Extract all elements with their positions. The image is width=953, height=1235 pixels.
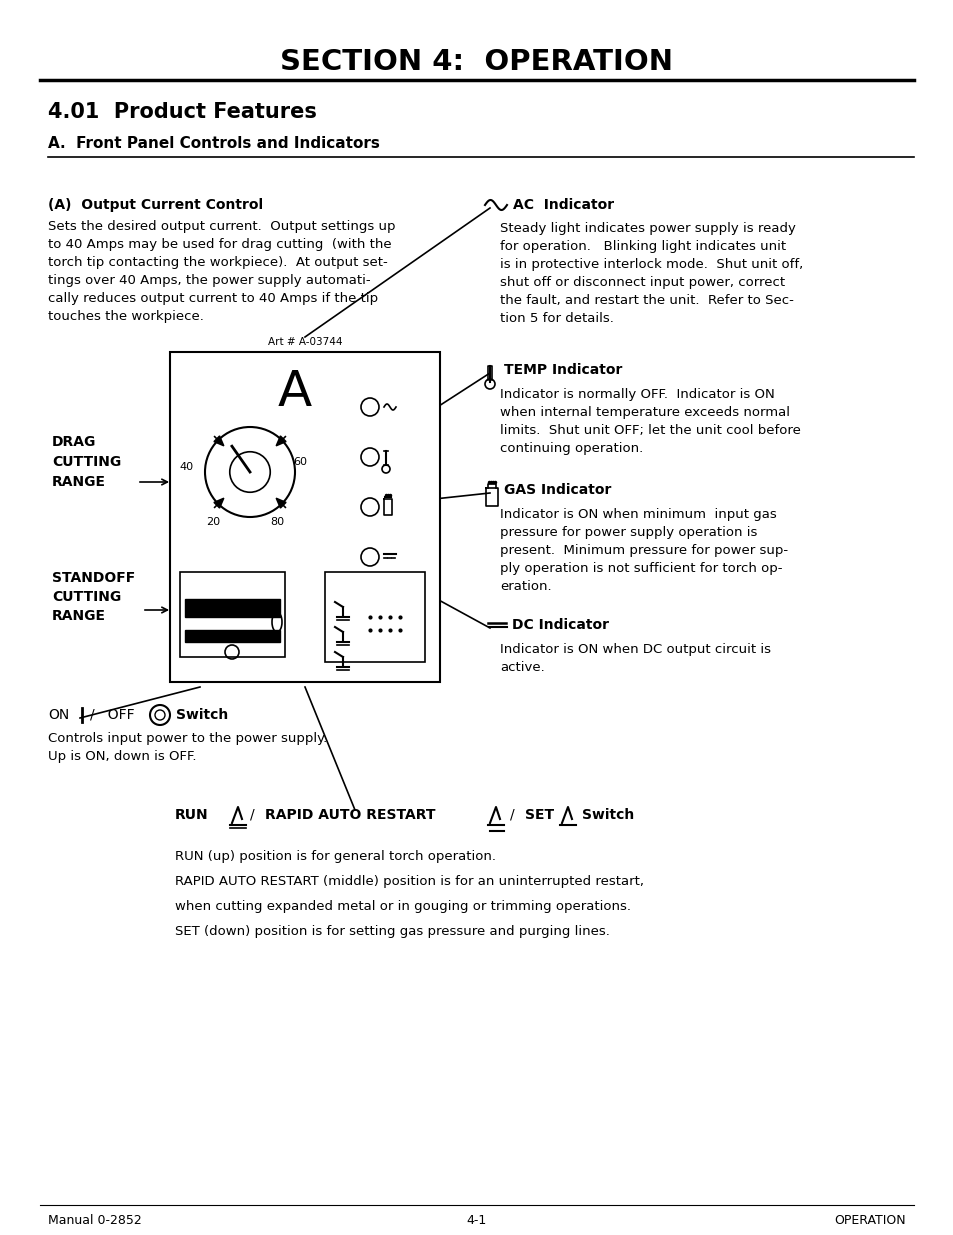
Text: AC  Indicator: AC Indicator bbox=[513, 198, 614, 212]
Polygon shape bbox=[213, 436, 224, 446]
Text: RUN: RUN bbox=[174, 808, 209, 823]
Text: Switch: Switch bbox=[581, 808, 634, 823]
Text: ON: ON bbox=[48, 708, 70, 722]
Text: when cutting expanded metal or in gouging or trimming operations.: when cutting expanded metal or in gougin… bbox=[174, 900, 630, 913]
Text: Manual 0-2852: Manual 0-2852 bbox=[48, 1214, 142, 1226]
Polygon shape bbox=[275, 498, 286, 508]
Text: RAPID AUTO RESTART: RAPID AUTO RESTART bbox=[265, 808, 435, 823]
Text: RUN (up) position is for general torch operation.: RUN (up) position is for general torch o… bbox=[174, 850, 496, 863]
Text: SECTION 4:  OPERATION: SECTION 4: OPERATION bbox=[280, 48, 673, 77]
FancyBboxPatch shape bbox=[180, 572, 285, 657]
Text: Switch: Switch bbox=[175, 708, 228, 722]
Text: 4.01  Product Features: 4.01 Product Features bbox=[48, 103, 316, 122]
Text: OPERATION: OPERATION bbox=[834, 1214, 905, 1226]
Polygon shape bbox=[275, 436, 286, 446]
Text: /: / bbox=[250, 808, 254, 823]
Bar bbox=[185, 599, 280, 618]
Polygon shape bbox=[213, 498, 224, 508]
Text: Indicator is ON when DC output circuit is
active.: Indicator is ON when DC output circuit i… bbox=[499, 643, 770, 674]
Text: 40: 40 bbox=[180, 462, 193, 472]
Text: (A)  Output Current Control: (A) Output Current Control bbox=[48, 198, 263, 212]
Text: 20: 20 bbox=[206, 517, 220, 527]
Text: 4-1: 4-1 bbox=[466, 1214, 487, 1226]
Text: TEMP Indicator: TEMP Indicator bbox=[503, 363, 621, 377]
Text: DC Indicator: DC Indicator bbox=[512, 618, 608, 632]
Text: /   OFF: / OFF bbox=[90, 708, 134, 722]
Text: A: A bbox=[277, 368, 312, 416]
Text: Sets the desired output current.  Output settings up
to 40 Amps may be used for : Sets the desired output current. Output … bbox=[48, 220, 395, 324]
Text: 60: 60 bbox=[293, 457, 307, 467]
Text: Controls input power to the power supply.
Up is ON, down is OFF.: Controls input power to the power supply… bbox=[48, 732, 327, 763]
Text: SET (down) position is for setting gas pressure and purging lines.: SET (down) position is for setting gas p… bbox=[174, 925, 609, 939]
Text: GAS Indicator: GAS Indicator bbox=[503, 483, 611, 496]
Text: Indicator is normally OFF.  Indicator is ON
when internal temperature exceeds no: Indicator is normally OFF. Indicator is … bbox=[499, 388, 800, 454]
FancyBboxPatch shape bbox=[325, 572, 424, 662]
Text: Steady light indicates power supply is ready
for operation.   Blinking light ind: Steady light indicates power supply is r… bbox=[499, 222, 802, 325]
Text: DRAG
CUTTING
RANGE: DRAG CUTTING RANGE bbox=[52, 436, 121, 489]
Text: /: / bbox=[510, 808, 514, 823]
Text: Art # A-03744: Art # A-03744 bbox=[268, 337, 342, 347]
Bar bbox=[185, 630, 280, 642]
Text: A.  Front Panel Controls and Indicators: A. Front Panel Controls and Indicators bbox=[48, 136, 379, 151]
Text: STANDOFF
CUTTING
RANGE: STANDOFF CUTTING RANGE bbox=[52, 571, 135, 624]
FancyBboxPatch shape bbox=[170, 352, 439, 682]
Text: Indicator is ON when minimum  input gas
pressure for power supply operation is
p: Indicator is ON when minimum input gas p… bbox=[499, 508, 787, 593]
Text: 80: 80 bbox=[270, 517, 284, 527]
Text: SET: SET bbox=[524, 808, 554, 823]
Text: RAPID AUTO RESTART (middle) position is for an uninterrupted restart,: RAPID AUTO RESTART (middle) position is … bbox=[174, 876, 643, 888]
